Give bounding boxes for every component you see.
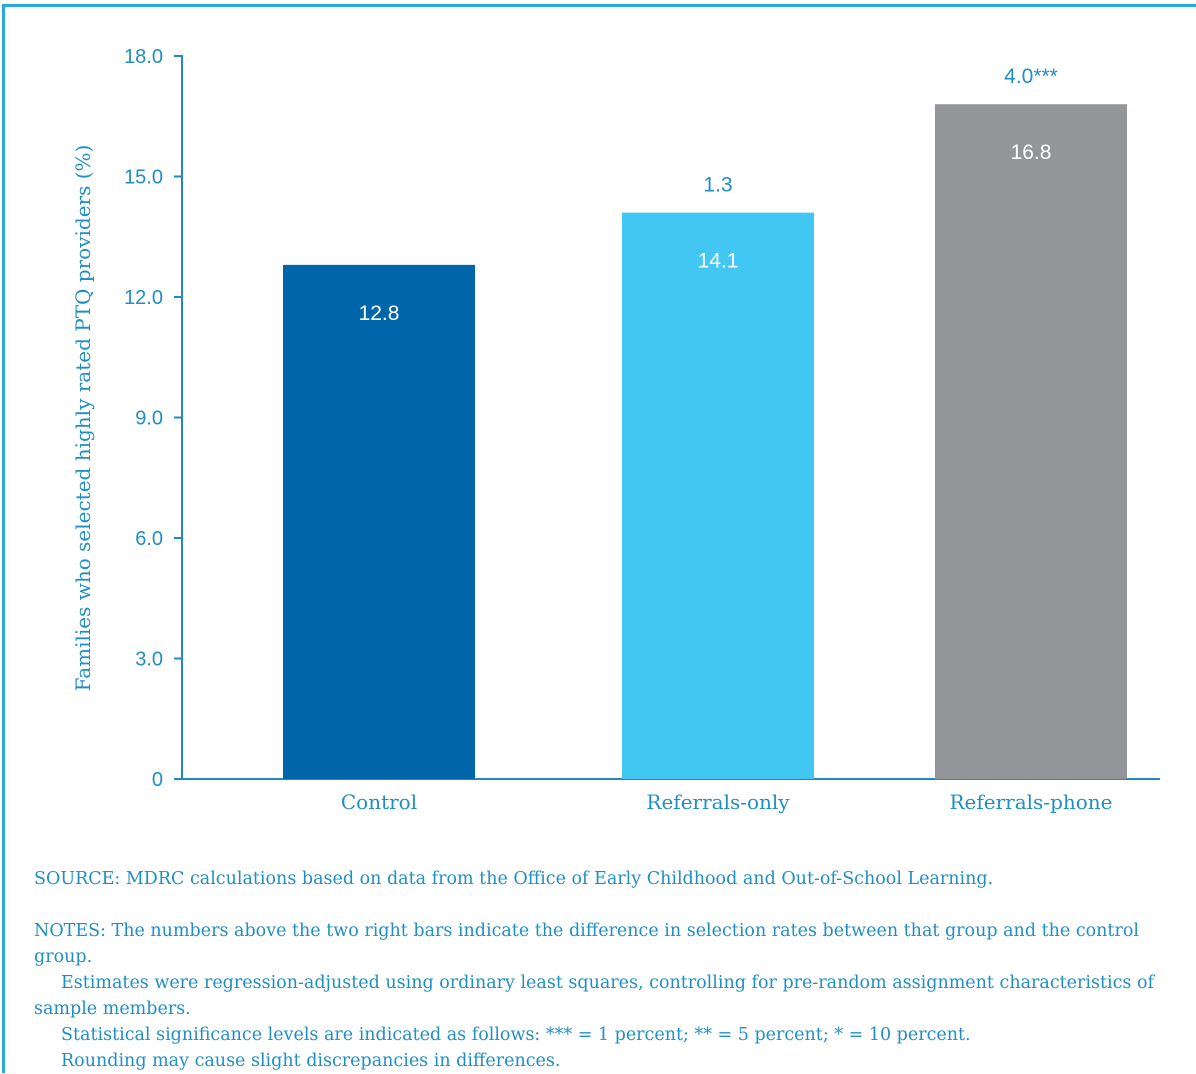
difference-label: 1.3 [703,174,732,197]
y-tick-label: 15.0 [124,167,163,189]
bar [283,264,475,779]
y-tick-label: 6.0 [135,528,163,550]
bar-value-label: 12.8 [359,302,400,325]
y-axis-title: Families who selected highly rated PTQ p… [71,145,95,692]
category-label: Control [341,790,417,814]
notes-line-3: Statistical significance levels are indi… [61,1025,971,1045]
notes-line-4: Rounding may cause slight discrepancies … [61,1051,561,1071]
category-label: Referrals-only [646,790,790,814]
y-tick-label: 3.0 [135,649,163,671]
y-tick-label: 12.0 [124,287,163,309]
source-note: SOURCE: MDRC calculations based on data … [34,866,1189,892]
bar-value-label: 14.1 [698,250,739,273]
notes-line-1: NOTES: The numbers above the two right b… [34,921,1139,967]
bar [622,212,814,779]
bar-value-label: 16.8 [1011,141,1052,164]
category-label: Referrals-phone [949,790,1112,814]
y-tick-label: 0 [152,769,163,791]
notes-block: NOTES: The numbers above the two right b… [34,918,1189,1074]
y-tick-label: 9.0 [135,408,163,430]
difference-label: 4.0*** [1004,65,1058,88]
notes-line-2: Estimates were regression-adjusted using… [34,973,1154,1019]
source-text: SOURCE: MDRC calculations based on data … [34,869,994,889]
bar [935,104,1127,779]
y-tick-label: 18.0 [124,46,163,68]
bar-chart: 0 3.0 6.0 9.0 12.0 15.0 18.0 Families who selec… [71,46,1160,814]
figure-frame [2,4,1196,1073]
